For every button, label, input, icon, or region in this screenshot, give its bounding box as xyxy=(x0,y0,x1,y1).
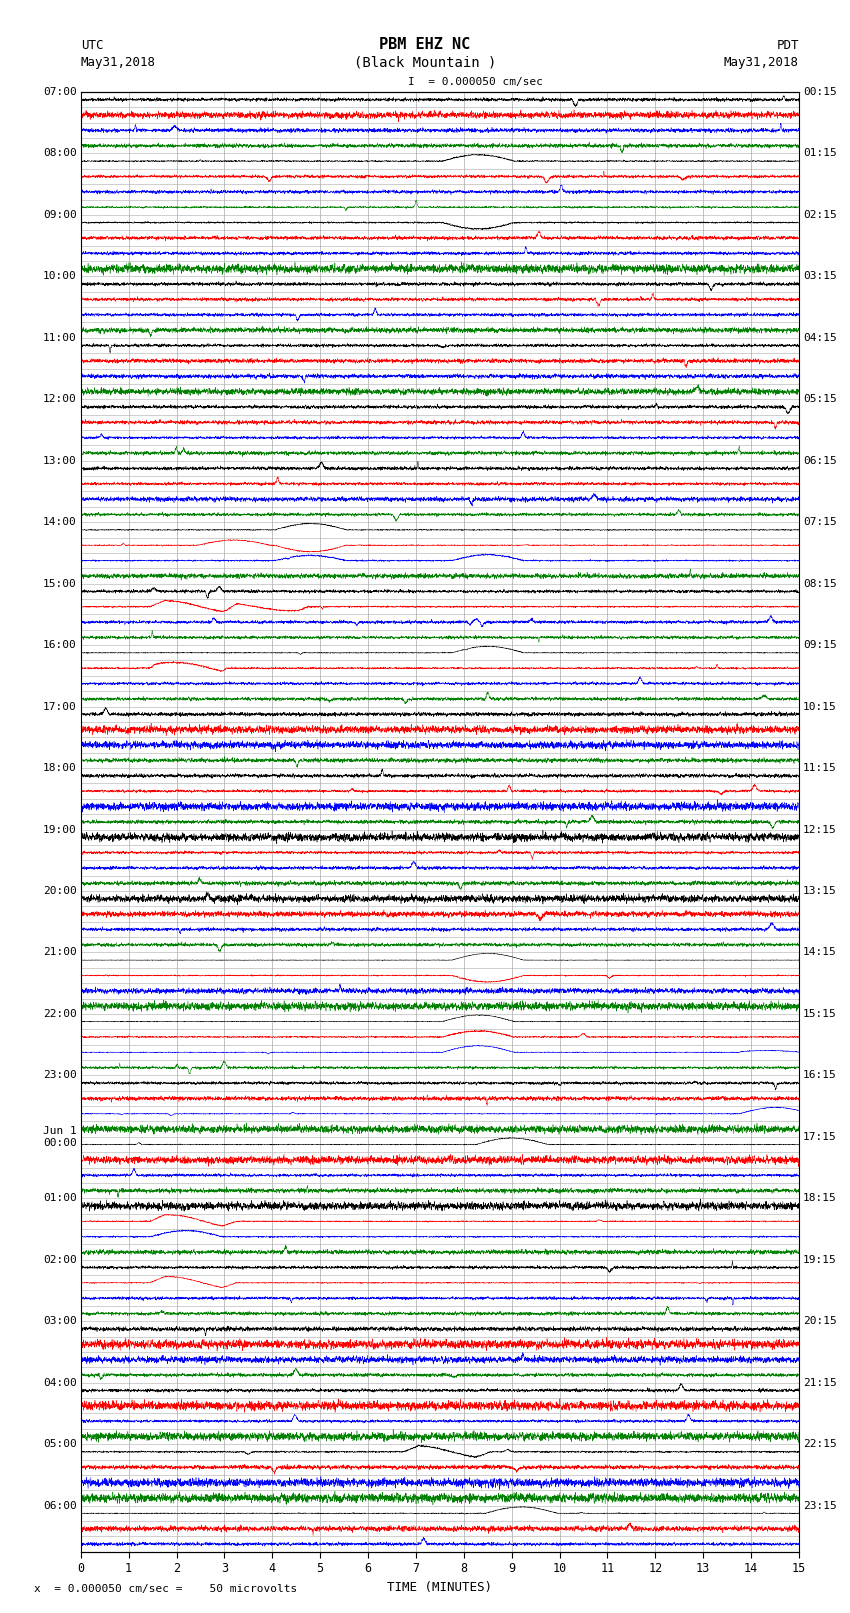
Text: x  = 0.000050 cm/sec =    50 microvolts: x = 0.000050 cm/sec = 50 microvolts xyxy=(34,1584,298,1594)
Text: UTC: UTC xyxy=(81,39,103,52)
Text: I  = 0.000050 cm/sec: I = 0.000050 cm/sec xyxy=(408,77,543,87)
Text: May31,2018: May31,2018 xyxy=(81,56,156,69)
X-axis label: TIME (MINUTES): TIME (MINUTES) xyxy=(388,1581,492,1594)
Text: PBM EHZ NC: PBM EHZ NC xyxy=(379,37,471,52)
Text: (Black Mountain ): (Black Mountain ) xyxy=(354,55,496,69)
Text: May31,2018: May31,2018 xyxy=(724,56,799,69)
Text: PDT: PDT xyxy=(777,39,799,52)
